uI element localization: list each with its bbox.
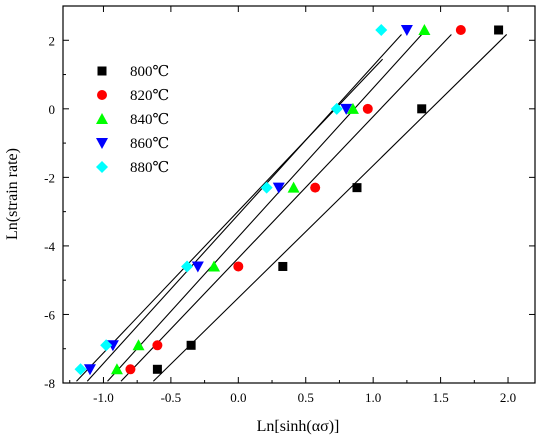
data-point [83, 364, 96, 376]
data-point [74, 363, 87, 376]
y-tick-label: -8 [44, 376, 55, 391]
x-tick-label: -0.5 [161, 390, 182, 405]
data-point [310, 182, 321, 193]
data-point [233, 261, 244, 272]
data-point [352, 183, 362, 193]
data-point [152, 340, 163, 351]
legend-marker [96, 161, 108, 173]
data-point [186, 340, 196, 350]
legend-marker [97, 66, 107, 76]
x-tick-label: 0.5 [298, 390, 314, 405]
data-point [494, 25, 504, 35]
x-tick-label: 1.0 [365, 390, 381, 405]
y-tick-label: -4 [44, 239, 55, 254]
legend-label: 860℃ [130, 136, 169, 152]
data-point [260, 181, 273, 194]
data-point [100, 339, 113, 352]
plot-frame [62, 5, 536, 384]
legend-label: 800℃ [130, 64, 169, 80]
data-point [272, 182, 285, 194]
x-tick-label: -1.0 [93, 390, 114, 405]
data-point [340, 103, 353, 115]
data-point [346, 102, 359, 114]
legend-marker [96, 138, 108, 149]
y-tick-label: -2 [44, 170, 55, 185]
data-points [74, 23, 504, 376]
fit-line [120, 34, 452, 382]
fit-line [86, 34, 402, 382]
data-point [191, 261, 204, 273]
data-point [152, 364, 162, 374]
data-point [208, 260, 221, 272]
fit-lines [76, 34, 508, 382]
x-axis-ticks: -1.0 -0.5 0.0 0.5 1.0 1.5 2.0 [69, 6, 516, 405]
legend: 800℃ 820℃ 840℃ 860℃ 880℃ [96, 64, 169, 176]
legend-label: 880℃ [130, 160, 169, 176]
y-axis-label: Ln(strain rate) [4, 148, 21, 240]
y-tick-label: 0 [49, 102, 56, 117]
data-point [330, 102, 343, 115]
data-point [132, 339, 145, 351]
x-tick-label: 2.0 [500, 390, 516, 405]
y-tick-label: -6 [44, 307, 55, 322]
data-point [362, 103, 373, 114]
legend-marker [96, 113, 108, 124]
fit-line [76, 58, 384, 382]
data-point [417, 104, 427, 114]
data-point [110, 363, 123, 375]
legend-label: 840℃ [130, 112, 169, 128]
y-axis-ticks: -8 -6 -4 -2 0 2 [44, 5, 535, 391]
y-tick-label: 2 [49, 33, 56, 48]
data-point [455, 24, 466, 35]
data-point [375, 23, 388, 36]
fit-line [152, 34, 508, 382]
data-point [287, 181, 300, 193]
data-point [278, 261, 288, 271]
legend-label: 820℃ [130, 88, 169, 104]
x-axis-label: Ln[sinh(ασ)] [257, 418, 340, 435]
legend-marker [97, 90, 107, 100]
x-tick-label: 0.0 [230, 390, 246, 405]
x-tick-label: 1.5 [432, 390, 448, 405]
data-point [181, 260, 194, 273]
fit-line [107, 34, 423, 382]
data-point [400, 24, 413, 36]
data-point [125, 364, 136, 375]
data-point [418, 23, 431, 35]
